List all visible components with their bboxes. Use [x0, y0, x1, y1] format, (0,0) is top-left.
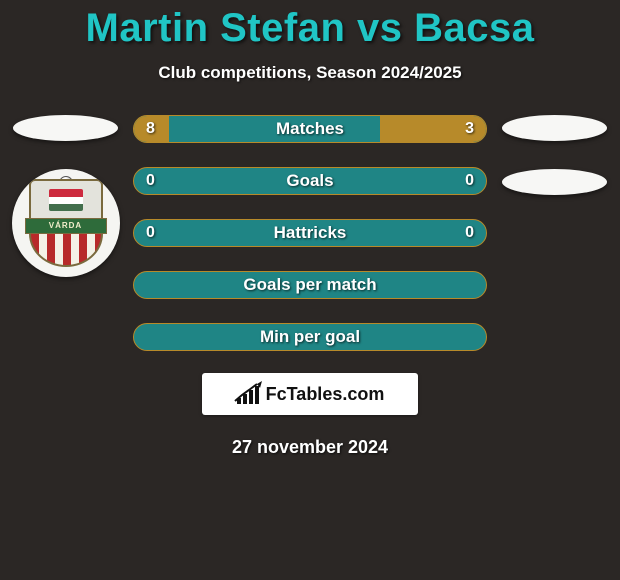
club-shield: VÁRDA — [29, 179, 103, 267]
stat-row-goals: 0 Goals 0 — [133, 167, 487, 195]
brand-box: FcTables.com — [202, 373, 418, 415]
right-column — [497, 115, 612, 195]
content-row: VÁRDA 8 Matches 3 0 Goals 0 0 Hattricks … — [0, 115, 620, 351]
shield-banner: VÁRDA — [25, 218, 107, 234]
flag-stripe-green — [49, 204, 83, 211]
player-oval-right-2 — [502, 169, 607, 195]
subtitle: Club competitions, Season 2024/2025 — [0, 63, 620, 83]
hungary-flag-icon — [49, 189, 83, 211]
stat-label: Min per goal — [260, 327, 360, 347]
stat-label: Hattricks — [274, 223, 347, 243]
stat-row-hattricks: 0 Hattricks 0 — [133, 219, 487, 247]
bar-chart-icon — [236, 384, 262, 404]
stat-row-matches: 8 Matches 3 — [133, 115, 487, 143]
stat-row-goals-per-match: Goals per match — [133, 271, 487, 299]
stat-right-value: 3 — [453, 116, 486, 142]
club-badge-left: VÁRDA — [12, 169, 120, 277]
brand-text: FcTables.com — [266, 384, 385, 405]
shield-top — [29, 179, 103, 219]
page-title: Martin Stefan vs Bacsa — [0, 0, 620, 51]
left-column: VÁRDA — [8, 115, 123, 277]
date-text: 27 november 2024 — [0, 437, 620, 458]
stat-label: Matches — [276, 119, 344, 139]
stat-label: Goals — [286, 171, 333, 191]
stat-row-min-per-goal: Min per goal — [133, 323, 487, 351]
stats-column: 8 Matches 3 0 Goals 0 0 Hattricks 0 Goal… — [123, 115, 497, 351]
flag-stripe-white — [49, 197, 83, 204]
flag-stripe-red — [49, 189, 83, 196]
stat-label: Goals per match — [243, 275, 376, 295]
stat-right-value: 0 — [453, 168, 486, 194]
player-oval-right-1 — [502, 115, 607, 141]
stat-right-value: 0 — [453, 220, 486, 246]
player-oval-left — [13, 115, 118, 141]
